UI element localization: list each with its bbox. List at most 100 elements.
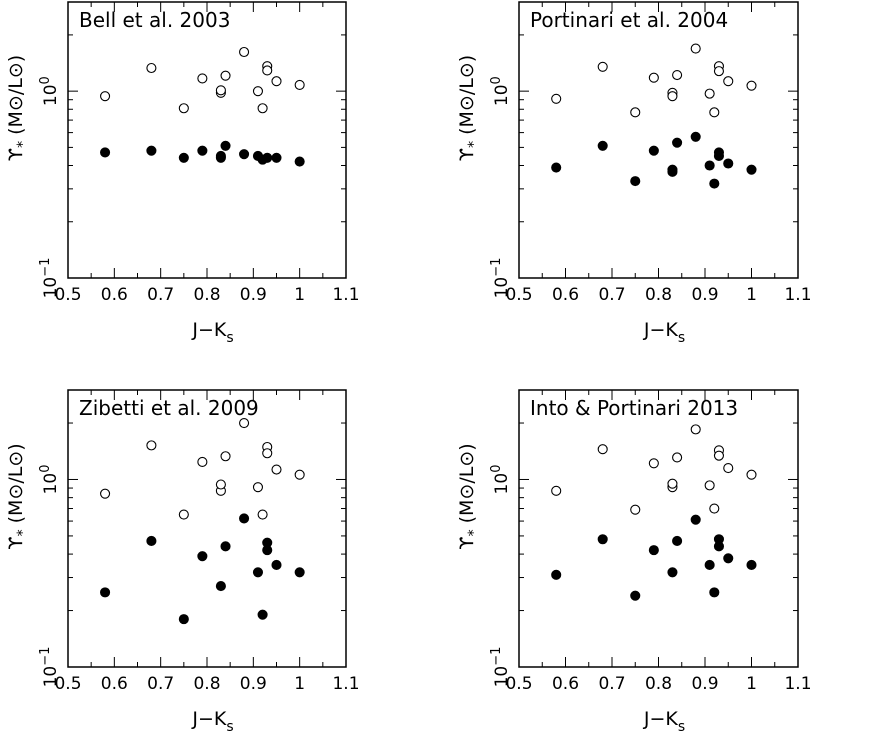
open-data-point bbox=[709, 107, 720, 118]
filled-data-point bbox=[294, 567, 305, 578]
filled-data-point bbox=[630, 176, 641, 187]
filled-data-point bbox=[100, 147, 111, 158]
plot-frame bbox=[67, 1, 347, 279]
panel-4: 0.5 0.6 0.7 0.8 0.9 1 1.1 100 10−1 J−Ks ϒ* (M⊙/L⊙)… bbox=[456, 389, 812, 735]
filled-data-point bbox=[271, 152, 282, 163]
panel-3: 0.5 0.6 0.7 0.8 0.9 1 1.1 100 10−1 J−Ks ϒ* (M⊙/L⊙)… bbox=[5, 389, 360, 735]
open-data-point bbox=[220, 451, 231, 462]
open-data-point bbox=[146, 440, 157, 451]
y-axis-title: ϒ* (M⊙/L⊙) bbox=[5, 443, 31, 549]
open-data-point bbox=[271, 76, 282, 87]
open-data-point bbox=[597, 61, 608, 72]
open-data-point bbox=[252, 86, 264, 97]
y-tick-label: 100 bbox=[38, 465, 61, 495]
filled-data-point bbox=[746, 559, 757, 571]
filled-data-point bbox=[667, 166, 678, 177]
filled-data-point bbox=[239, 513, 250, 524]
open-data-point bbox=[197, 73, 208, 84]
open-data-point bbox=[257, 103, 268, 114]
open-data-point bbox=[178, 509, 189, 520]
x-axis-title: J−Ks bbox=[643, 319, 685, 346]
x-tick-label: 0.6 bbox=[552, 674, 579, 694]
x-tick-label: 0.8 bbox=[193, 674, 220, 694]
open-data-point bbox=[294, 469, 305, 480]
open-data-point bbox=[723, 463, 734, 474]
x-tick-label: 0.5 bbox=[505, 285, 532, 305]
open-data-point bbox=[215, 479, 226, 490]
x-tick-label: 0.9 bbox=[240, 674, 267, 694]
open-data-point bbox=[723, 76, 734, 87]
filled-data-point bbox=[648, 545, 659, 556]
x-tick-label: 0.8 bbox=[193, 285, 220, 305]
open-data-point bbox=[672, 69, 683, 81]
x-tick-label: 0.5 bbox=[54, 285, 81, 305]
open-data-point bbox=[746, 80, 757, 91]
y-axis-title: ϒ* (M⊙/L⊙) bbox=[456, 443, 482, 549]
filled-data-point bbox=[294, 156, 305, 167]
filled-data-point bbox=[178, 614, 189, 625]
panel-1: 0.5 0.6 0.7 0.8 0.9 1 1.1 100 10−1 J−Ks ϒ* (M⊙/L⊙)… bbox=[5, 1, 360, 346]
filled-data-point bbox=[551, 569, 562, 580]
filled-data-point bbox=[672, 137, 683, 148]
y-tick-label: 10−1 bbox=[38, 647, 61, 688]
x-tick-label: 0.8 bbox=[645, 285, 672, 305]
y-axis-title: ϒ* (M⊙/L⊙) bbox=[5, 55, 31, 161]
filled-data-point bbox=[709, 587, 720, 598]
y-tick-label: 100 bbox=[38, 76, 61, 106]
filled-data-point bbox=[215, 152, 226, 163]
filled-data-point bbox=[713, 541, 725, 552]
open-data-point bbox=[713, 66, 725, 77]
open-data-point bbox=[648, 72, 659, 83]
x-axis-title: J−Ks bbox=[643, 708, 685, 735]
open-data-point bbox=[551, 485, 562, 496]
open-data-point bbox=[648, 458, 659, 469]
x-tick-label: 0.7 bbox=[598, 285, 625, 305]
filled-data-point bbox=[146, 535, 157, 547]
filled-data-point bbox=[257, 609, 268, 620]
open-data-point bbox=[271, 464, 282, 475]
x-tick-label: 0.9 bbox=[240, 285, 267, 305]
open-data-point bbox=[100, 91, 111, 102]
filled-data-point bbox=[262, 545, 273, 556]
x-tick-label: 1.1 bbox=[784, 674, 811, 694]
x-tick-label: 0.9 bbox=[691, 674, 718, 694]
filled-data-point bbox=[713, 150, 725, 161]
filled-data-point bbox=[100, 587, 111, 598]
filled-data-point bbox=[709, 178, 720, 189]
open-data-point bbox=[713, 450, 725, 461]
open-data-point bbox=[100, 488, 111, 499]
panel-2: 0.5 0.6 0.7 0.8 0.9 1 1.1 100 10−1 J−Ks ϒ* (M⊙/L⊙)… bbox=[456, 1, 812, 346]
panel-title: Bell et al. 2003 bbox=[79, 8, 230, 32]
y-tick-label: 10−1 bbox=[489, 258, 512, 299]
x-tick-label: 1 bbox=[294, 285, 305, 305]
filled-data-point bbox=[630, 590, 641, 601]
x-tick-label: 0.6 bbox=[101, 285, 128, 305]
filled-data-point bbox=[146, 145, 157, 156]
filled-data-point bbox=[723, 553, 734, 564]
open-data-point bbox=[672, 452, 683, 463]
filled-data-point bbox=[197, 551, 208, 562]
filled-data-point bbox=[597, 140, 608, 151]
x-axis-title: J−Ks bbox=[191, 708, 233, 735]
filled-data-point bbox=[551, 162, 562, 173]
open-data-point bbox=[630, 504, 641, 515]
filled-data-point bbox=[271, 559, 282, 571]
x-tick-label: 0.9 bbox=[691, 285, 718, 305]
y-tick-label: 100 bbox=[489, 76, 512, 106]
x-tick-label: 1.1 bbox=[784, 285, 811, 305]
open-data-point bbox=[178, 103, 189, 114]
panel-title: Into & Portinari 2013 bbox=[530, 396, 738, 420]
x-tick-label: 1 bbox=[294, 674, 305, 694]
x-tick-label: 0.7 bbox=[598, 674, 625, 694]
filled-data-point bbox=[648, 145, 659, 156]
y-tick-label: 10−1 bbox=[489, 647, 512, 688]
open-data-point bbox=[667, 478, 678, 489]
filled-data-point bbox=[220, 541, 231, 552]
x-tick-label: 1.1 bbox=[332, 285, 359, 305]
filled-data-point bbox=[178, 152, 189, 163]
x-tick-label: 0.7 bbox=[147, 674, 174, 694]
open-data-point bbox=[709, 503, 720, 514]
x-axis-title: J−Ks bbox=[191, 319, 233, 346]
open-data-point bbox=[746, 469, 757, 480]
open-data-point bbox=[239, 417, 250, 429]
